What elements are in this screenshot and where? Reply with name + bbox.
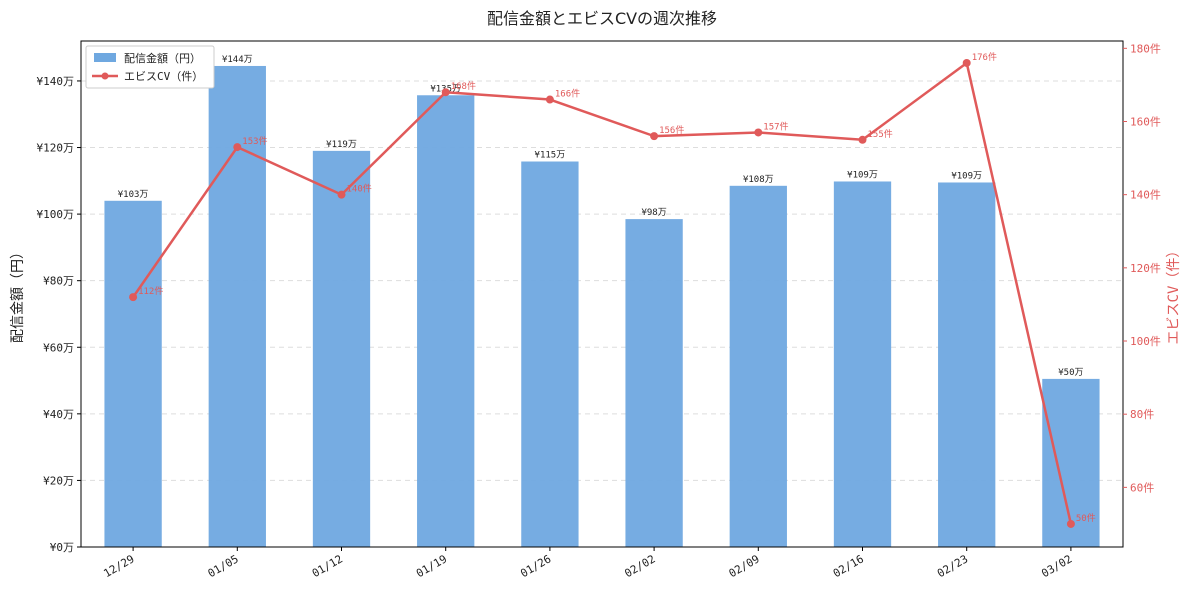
left-tick-label: ¥60万	[43, 341, 74, 354]
bar-series	[104, 65, 1100, 548]
legend-bar-swatch	[94, 53, 116, 62]
line-point	[441, 88, 450, 97]
right-tick-label: 80件	[1130, 408, 1154, 421]
line-data-label: 156件	[659, 124, 684, 136]
line-point	[129, 293, 138, 302]
line-point	[1066, 519, 1075, 528]
plot-frame	[80, 40, 1124, 548]
left-tick-label: ¥140万	[37, 75, 75, 88]
bar	[104, 200, 162, 547]
x-tick-label: 01/05	[206, 552, 241, 580]
line-data-label: 112件	[138, 285, 163, 297]
line-data-label: 176件	[972, 51, 997, 63]
line-data-label: 166件	[555, 88, 580, 100]
bar	[417, 95, 475, 547]
bar-data-label: ¥119万	[326, 140, 357, 150]
right-y-axis-label: エビスCV（件）	[1166, 244, 1182, 345]
x-tick-label: 02/02	[622, 552, 657, 580]
right-tick-label: 140件	[1130, 189, 1161, 202]
line-data-label: 157件	[763, 120, 788, 132]
line-point	[337, 190, 346, 199]
right-tick-label: 60件	[1130, 481, 1154, 494]
bar-data-label: ¥115万	[535, 151, 566, 161]
legend-bar-label: 配信金額（円）	[124, 51, 201, 65]
line-point	[233, 143, 242, 152]
bar-data-label: ¥50万	[1058, 368, 1083, 378]
bar-data-label: ¥98万	[641, 208, 666, 218]
bar	[521, 161, 579, 548]
line-data-label: 155件	[868, 128, 893, 140]
line-path	[132, 61, 1073, 525]
line-data-label: 153件	[242, 135, 267, 147]
x-tick-label: 01/26	[518, 552, 553, 580]
x-tick-label: 02/23	[935, 552, 970, 580]
line-data-label: 50件	[1076, 512, 1096, 524]
right-tick-label: 180件	[1130, 42, 1161, 55]
x-tick-label: 12/29	[101, 552, 136, 580]
bar-data-label: ¥108万	[743, 175, 774, 185]
x-tick-label: 01/19	[414, 552, 449, 580]
line-series	[129, 58, 1075, 528]
left-y-axis-label: 配信金額（円）	[10, 245, 26, 343]
right-tick-label: 100件	[1130, 335, 1161, 348]
line-data-label: 168件	[451, 80, 476, 92]
right-y-axis: 60件 80件 100件 120件 140件 160件 180件	[1123, 42, 1161, 494]
chart-title: 配信金額とエビスCVの週次推移	[487, 9, 717, 28]
line-data-label: 140件	[347, 183, 372, 195]
bar	[729, 185, 787, 547]
line-point	[650, 132, 659, 141]
bar-data-label: ¥144万	[222, 55, 253, 65]
x-tick-label: 03/02	[1039, 552, 1074, 580]
left-tick-label: ¥20万	[43, 474, 74, 487]
bar-data-label: ¥109万	[951, 171, 982, 181]
left-tick-label: ¥120万	[37, 142, 75, 155]
legend-box	[85, 45, 215, 89]
bar	[625, 219, 683, 547]
line-point	[858, 135, 867, 144]
bar-data-label: ¥109万	[847, 170, 878, 180]
bar	[833, 181, 892, 548]
right-tick-label: 160件	[1130, 115, 1161, 128]
x-tick-label: 01/12	[310, 552, 345, 580]
left-tick-label: ¥80万	[43, 275, 74, 288]
legend: 配信金額（円） エビスCV（件）	[85, 45, 215, 89]
left-tick-label: ¥100万	[37, 208, 75, 221]
bar	[312, 150, 371, 547]
x-tick-label: 02/16	[831, 552, 866, 580]
left-y-axis: ¥0万 ¥20万 ¥40万 ¥60万 ¥80万 ¥100万 ¥120万 ¥140万	[37, 75, 81, 554]
line-point	[545, 95, 554, 104]
bar	[938, 182, 996, 547]
line-point	[754, 128, 763, 137]
line-point	[962, 58, 971, 67]
legend-line-label: エビスCV（件）	[124, 70, 203, 83]
x-axis: 12/29 01/05 01/12 01/19 01/26 02/02 02/09 02/16…	[101, 547, 1074, 580]
bar-data-label: ¥103万	[118, 190, 149, 200]
line-data-labels: 112件 153件 140件 168件 166件 156件 157件 155件 176件 50件	[138, 51, 1096, 524]
x-tick-label: 02/09	[727, 552, 762, 580]
legend-line-marker	[101, 72, 109, 80]
left-tick-label: ¥40万	[43, 408, 74, 421]
left-tick-label: ¥0万	[50, 541, 74, 554]
right-tick-label: 120件	[1130, 262, 1161, 275]
